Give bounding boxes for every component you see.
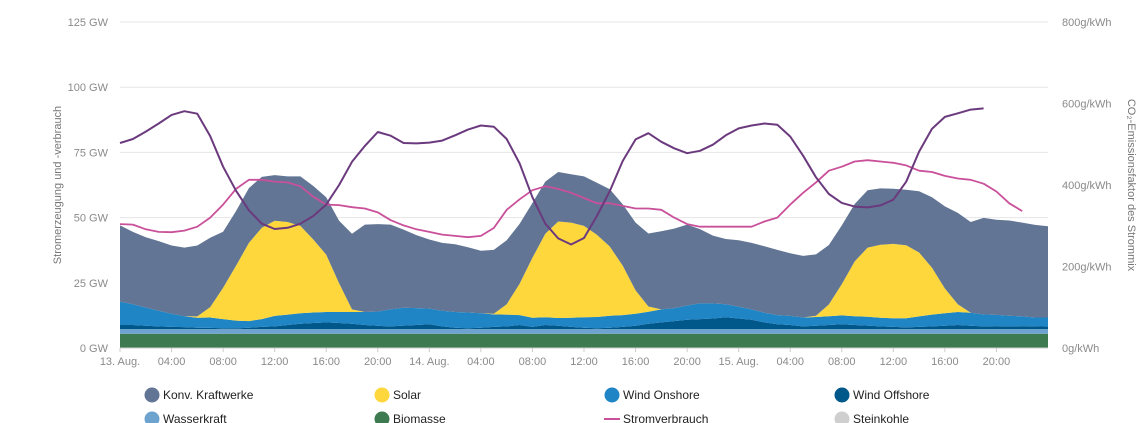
x-axis: 13. Aug. 04:00 08:00 12:00 16:00 20:00 14. Aug… bbox=[100, 347, 1048, 368]
legend-swatch bbox=[374, 387, 390, 403]
area-wind-onshore bbox=[120, 301, 1048, 329]
line-stromverbrauch bbox=[119, 159, 1023, 239]
left-tick-label: 0 GW bbox=[80, 343, 109, 355]
legend[interactable]: Konv. Kraftwerke Solar Wind Onshore Wind Of… bbox=[144, 387, 930, 423]
x-tick-label: 16:00 bbox=[312, 356, 340, 368]
right-tick-label: 400g/kWh bbox=[1062, 180, 1112, 192]
x-tick-label: 20:00 bbox=[364, 356, 392, 368]
legend-item-konv-kraftwerke[interactable]: Konv. Kraftwerke bbox=[144, 387, 254, 403]
legend-item-biomasse[interactable]: Biomasse bbox=[374, 411, 447, 423]
line-co-emissionsfaktor bbox=[119, 107, 984, 246]
left-tick-label: 50 GW bbox=[74, 213, 109, 225]
legend-label: Wind Offshore bbox=[853, 388, 930, 402]
legend-item-solar[interactable]: Solar bbox=[374, 387, 422, 403]
legend-label: Steinkohle bbox=[853, 412, 909, 423]
legend-label: Konv. Kraftwerke bbox=[163, 388, 254, 402]
left-tick-label: 25 GW bbox=[74, 278, 109, 290]
area-konv-kraftwerke bbox=[120, 172, 1048, 318]
legend-swatch bbox=[144, 387, 160, 403]
stacked-areas bbox=[120, 172, 1048, 348]
right-tick-label: 800g/kWh bbox=[1062, 17, 1112, 29]
right-axis-title: CO₂-Emissionsfaktor des Strommix bbox=[1125, 99, 1137, 272]
x-tick-label: 14. Aug. bbox=[409, 356, 449, 368]
legend-label: Wasserkraft bbox=[163, 412, 227, 423]
legend-label: Stromverbrauch bbox=[623, 412, 708, 423]
left-axis-title: Stromerzeugung und -verbrauch bbox=[52, 106, 64, 264]
area-solar bbox=[120, 220, 1048, 322]
x-tick-label: 12:00 bbox=[261, 356, 289, 368]
legend-item-wind-offshore[interactable]: Wind Offshore bbox=[834, 387, 930, 403]
legend-item-wasserkraft[interactable]: Wasserkraft bbox=[144, 411, 228, 423]
area-biomasse bbox=[120, 333, 1048, 348]
x-tick-label: 16:00 bbox=[622, 356, 650, 368]
right-axis: 0g/kWh 200g/kWh 400g/kWh 600g/kWh 800g/kWh CO… bbox=[1062, 17, 1137, 355]
legend-label: Biomasse bbox=[393, 412, 446, 423]
x-tick-label: 20:00 bbox=[673, 356, 701, 368]
x-tick-label: 12:00 bbox=[570, 356, 598, 368]
right-tick-label: 200g/kWh bbox=[1062, 262, 1112, 274]
x-tick-label: 04:00 bbox=[467, 356, 495, 368]
x-tick-label: 20:00 bbox=[983, 356, 1011, 368]
left-tick-label: 75 GW bbox=[74, 147, 109, 159]
legend-swatch bbox=[834, 387, 850, 403]
x-tick-label: 04:00 bbox=[776, 356, 804, 368]
legend-swatch bbox=[834, 411, 850, 423]
series-lines bbox=[119, 107, 1023, 246]
left-tick-label: 100 GW bbox=[68, 82, 109, 94]
legend-item-steinkohle[interactable]: Steinkohle bbox=[834, 411, 910, 423]
legend-item-wind-onshore[interactable]: Wind Onshore bbox=[604, 387, 701, 403]
area-wind-offshore bbox=[120, 317, 1048, 329]
legend-item-stromverbrauch[interactable]: Stromverbrauch bbox=[604, 412, 708, 423]
legend-label: Solar bbox=[393, 388, 421, 402]
legend-swatch bbox=[374, 411, 390, 423]
x-tick-label: 08:00 bbox=[519, 356, 547, 368]
legend-swatch bbox=[604, 387, 620, 403]
x-tick-label: 13. Aug. bbox=[100, 356, 140, 368]
x-tick-label: 15. Aug. bbox=[718, 356, 758, 368]
right-tick-label: 600g/kWh bbox=[1062, 99, 1112, 111]
x-tick-label: 16:00 bbox=[931, 356, 959, 368]
right-tick-label: 0g/kWh bbox=[1062, 343, 1099, 355]
x-tick-label: 04:00 bbox=[158, 356, 186, 368]
x-tick-label: 08:00 bbox=[209, 356, 237, 368]
x-tick-label: 08:00 bbox=[828, 356, 856, 368]
left-tick-label: 125 GW bbox=[68, 17, 109, 29]
legend-label: Wind Onshore bbox=[623, 388, 700, 402]
x-tick-label: 12:00 bbox=[880, 356, 908, 368]
legend-swatch bbox=[144, 411, 160, 423]
left-axis: 0 GW 25 GW 50 GW 75 GW 100 GW 125 GW Stromerze… bbox=[52, 17, 109, 355]
area-wasserkraft bbox=[120, 329, 1048, 334]
